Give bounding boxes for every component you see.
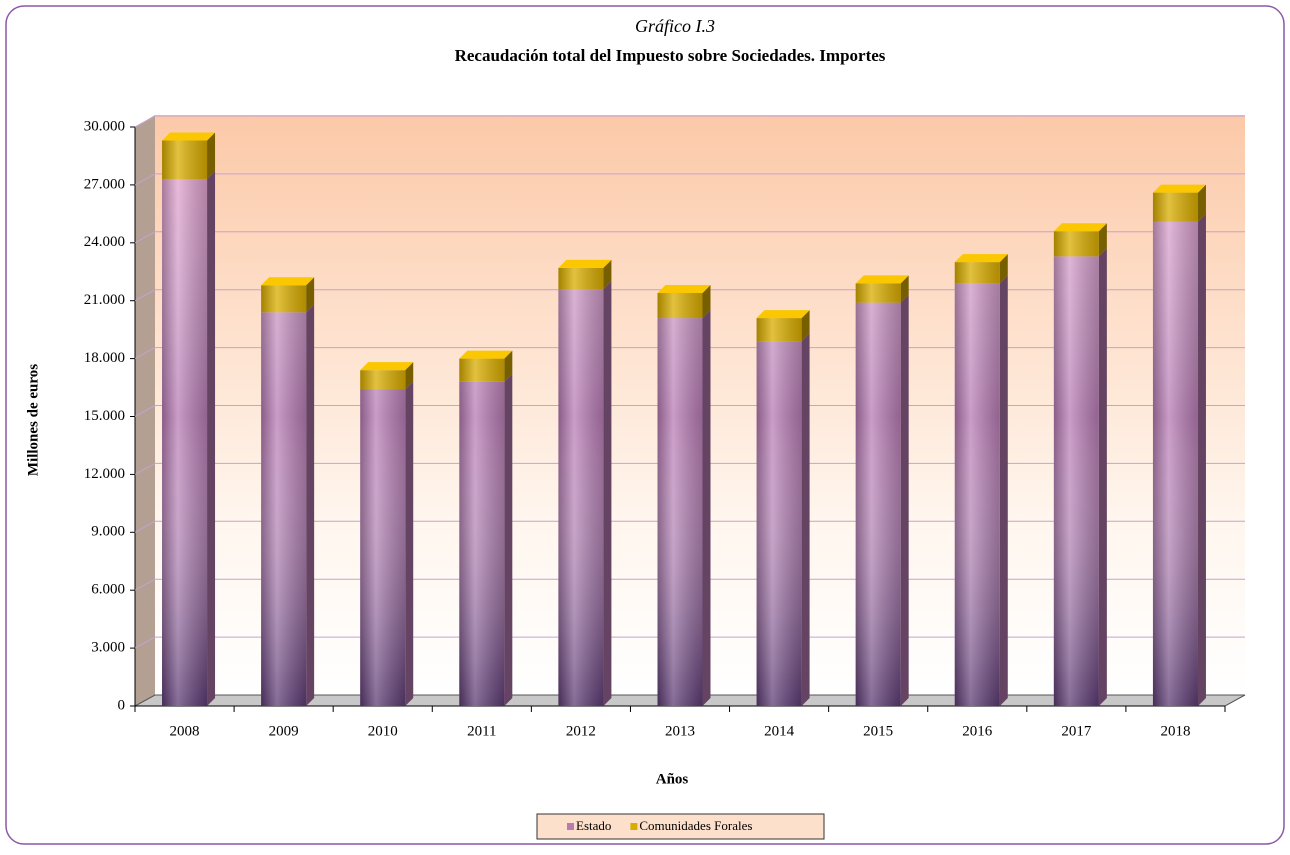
x-tick-label: 2017 [1061,723,1092,739]
grid-line [134,520,156,533]
bar-highlight [657,292,703,319]
bar-highlight [855,302,901,706]
bar-side [801,333,810,706]
bar-side [702,284,711,319]
bar-highlight [459,381,505,706]
bar-side [801,310,810,342]
legend-swatch [630,823,638,830]
bar-highlight [261,312,307,706]
bar-highlight [1053,231,1099,257]
bar-side [405,381,414,706]
bar-highlight [558,289,604,706]
bar-highlight [261,285,307,313]
grid-line [134,578,156,591]
bar-side [504,350,513,382]
legend-items: Estado Comunidades Forales [567,818,752,833]
y-tick-label: 21.000 [84,292,125,308]
grid-line [134,405,156,417]
bar-highlight [756,341,802,706]
bar-top [459,350,513,359]
bar-top [1053,223,1107,232]
bar-highlight [1053,256,1099,706]
bar-highlight [756,318,802,342]
x-tick-label: 2014 [764,723,795,739]
bar-top [657,284,711,293]
bar-top [162,132,216,141]
x-tick-label: 2013 [665,723,695,739]
y-tick-label: 30.000 [84,118,125,134]
bar-highlight [855,283,901,303]
grid-line [134,231,156,244]
bar-side [1197,213,1206,706]
bar-side [603,259,612,290]
bar-side [207,132,216,180]
legend-swatch [567,823,574,830]
y-tick-label: 24.000 [84,234,125,250]
bar-side [405,362,414,390]
bar-side [999,254,1008,284]
bar-top [1152,184,1206,193]
y-tick-label: 6.000 [91,582,125,598]
bar-highlight [657,318,703,706]
y-tick-label: 27.000 [84,176,125,192]
bar-highlight [558,267,604,290]
bar-side [603,281,612,706]
bar-side [306,304,315,706]
x-tick-label: 2012 [566,723,596,739]
grid-line [134,347,156,360]
grid-line [134,173,156,186]
y-tick-label: 0 [118,697,126,713]
bar-highlight [459,358,505,382]
y-tick-label: 18.000 [84,350,125,366]
x-tick-label: 2018 [1160,723,1190,739]
bar-top [261,277,315,286]
bar-highlight [1152,221,1198,706]
bar-side [999,275,1008,706]
bar-highlight [954,283,1000,706]
y-tick-label: 12.000 [84,466,125,482]
y-tick-label: 3.000 [91,640,125,656]
plot [134,115,1245,707]
bar-top [855,275,909,284]
bar-side [1098,223,1107,257]
x-tick-label: 2009 [269,723,299,739]
grid-line [134,115,156,128]
bar-side [504,373,513,706]
legend-label: Estado [576,818,611,833]
bar-top [360,362,414,371]
bar-side [702,310,711,706]
chart-subtitle: Gráfico I.3 [635,16,715,36]
legend [536,813,825,840]
bar-highlight [360,370,406,390]
chart-title: Recaudación total del Impuesto sobre Soc… [455,46,886,65]
bar-side [207,171,216,707]
x-tick-label: 2010 [368,723,398,739]
bar-highlight [162,179,208,707]
bar-side [1197,184,1206,222]
bar-side [900,275,909,303]
legend-label: Comunidades Forales [639,818,752,833]
y-axis-label: Millones de euros [25,364,41,476]
x-tick-label: 2015 [863,723,893,739]
bar-side [1098,248,1107,706]
x-axis-label: Años [656,771,689,787]
bar-highlight [954,262,1000,284]
y-tick-label: 9.000 [91,524,125,540]
bar-highlight [162,140,208,180]
x-tick-label: 2016 [962,723,993,739]
grid-line [134,636,156,649]
bar-top [756,310,810,319]
x-tick-label: 2011 [467,723,496,739]
bar-highlight [360,389,406,706]
bar-top [954,254,1008,263]
x-tick-label: 2008 [170,723,200,739]
bar-highlight [1152,192,1198,222]
grid-line [134,289,156,302]
bar-side [900,294,909,706]
bar-top [558,259,612,268]
y-tick-label: 15.000 [84,408,125,424]
bar-side [306,277,315,313]
grid-line [134,462,156,475]
